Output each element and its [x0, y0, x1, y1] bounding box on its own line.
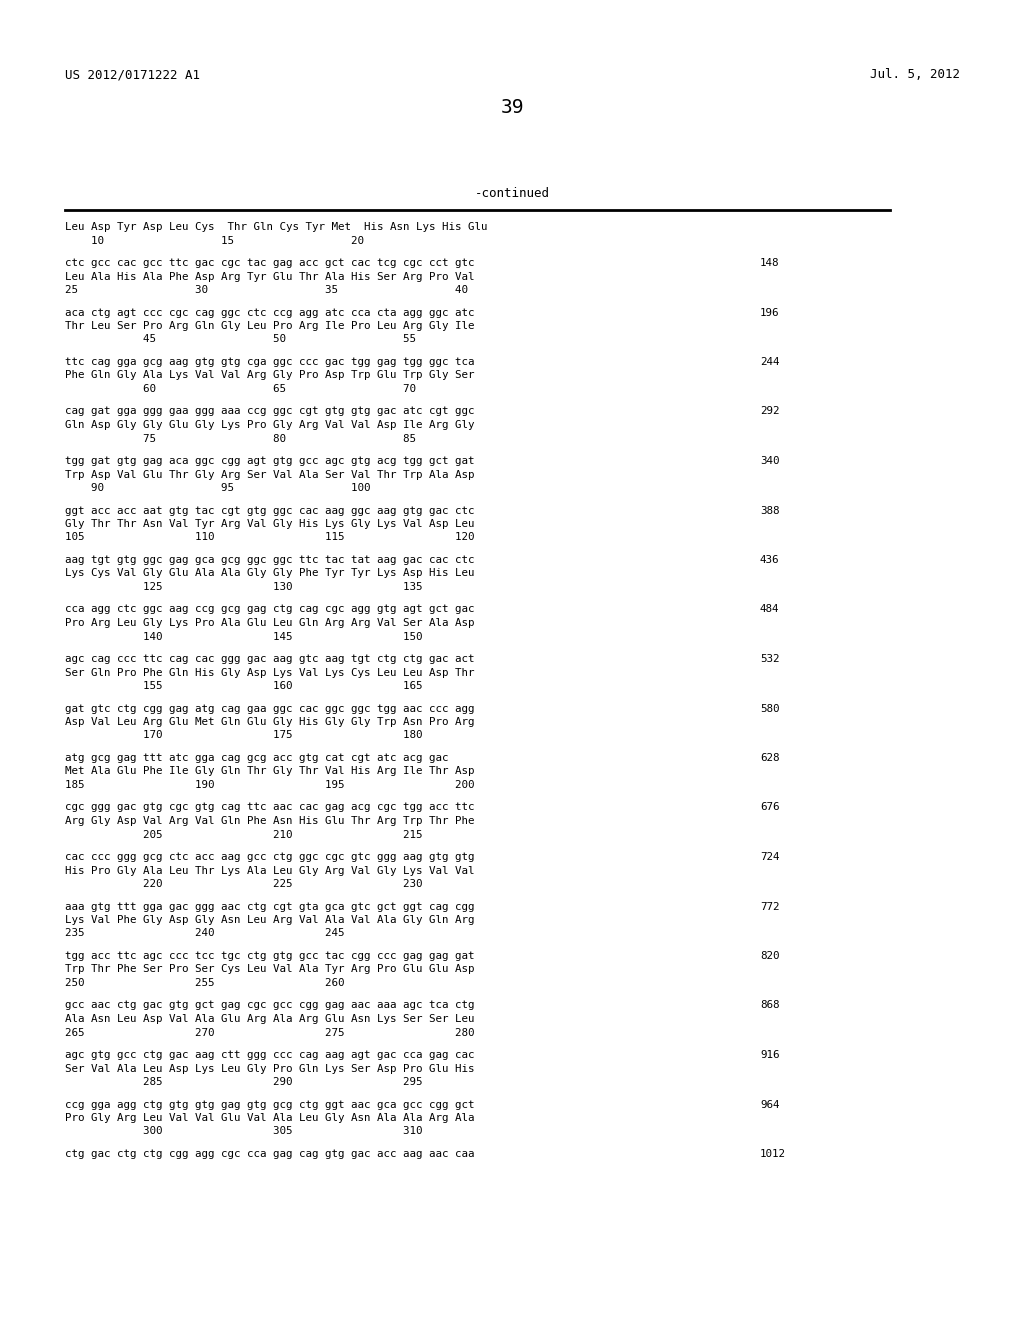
Text: ctc gcc cac gcc ttc gac cgc tac gag acc gct cac tcg cgc cct gtc: ctc gcc cac gcc ttc gac cgc tac gag acc … [65, 257, 474, 268]
Text: gat gtc ctg cgg gag atg cag gaa ggc cac ggc ggc tgg aac ccc agg: gat gtc ctg cgg gag atg cag gaa ggc cac … [65, 704, 474, 714]
Text: 125                 130                 135: 125 130 135 [65, 582, 423, 591]
Text: atg gcg gag ttt atc gga cag gcg acc gtg cat cgt atc acg gac: atg gcg gag ttt atc gga cag gcg acc gtg … [65, 752, 449, 763]
Text: Ser Gln Pro Phe Gln His Gly Asp Lys Val Lys Cys Leu Leu Asp Thr: Ser Gln Pro Phe Gln His Gly Asp Lys Val … [65, 668, 474, 677]
Text: 964: 964 [760, 1100, 779, 1110]
Text: His Pro Gly Ala Leu Thr Lys Ala Leu Gly Arg Val Gly Lys Val Val: His Pro Gly Ala Leu Thr Lys Ala Leu Gly … [65, 866, 474, 875]
Text: 820: 820 [760, 950, 779, 961]
Text: aca ctg agt ccc cgc cag ggc ctc ccg agg atc cca cta agg ggc atc: aca ctg agt ccc cgc cag ggc ctc ccg agg … [65, 308, 474, 318]
Text: 45                  50                  55: 45 50 55 [65, 334, 416, 345]
Text: 25                  30                  35                  40: 25 30 35 40 [65, 285, 468, 294]
Text: Jul. 5, 2012: Jul. 5, 2012 [870, 69, 961, 81]
Text: 300                 305                 310: 300 305 310 [65, 1126, 423, 1137]
Text: 235                 240                 245: 235 240 245 [65, 928, 344, 939]
Text: -continued: -continued [474, 187, 550, 201]
Text: 868: 868 [760, 1001, 779, 1011]
Text: ttc cag gga gcg aag gtg gtg cga ggc ccc gac tgg gag tgg ggc tca: ttc cag gga gcg aag gtg gtg cga ggc ccc … [65, 356, 474, 367]
Text: Leu Asp Tyr Asp Leu Cys  Thr Gln Cys Tyr Met  His Asn Lys His Glu: Leu Asp Tyr Asp Leu Cys Thr Gln Cys Tyr … [65, 222, 487, 232]
Text: Pro Gly Arg Leu Val Val Glu Val Ala Leu Gly Asn Ala Ala Arg Ala: Pro Gly Arg Leu Val Val Glu Val Ala Leu … [65, 1113, 474, 1123]
Text: 10                  15                  20: 10 15 20 [65, 235, 364, 246]
Text: Gln Asp Gly Gly Glu Gly Lys Pro Gly Arg Val Val Asp Ile Arg Gly: Gln Asp Gly Gly Glu Gly Lys Pro Gly Arg … [65, 420, 474, 430]
Text: 250                 255                 260: 250 255 260 [65, 978, 344, 987]
Text: 220                 225                 230: 220 225 230 [65, 879, 423, 888]
Text: Phe Gln Gly Ala Lys Val Val Arg Gly Pro Asp Trp Glu Trp Gly Ser: Phe Gln Gly Ala Lys Val Val Arg Gly Pro … [65, 371, 474, 380]
Text: ccg gga agg ctg gtg gtg gag gtg gcg ctg ggt aac gca gcc cgg gct: ccg gga agg ctg gtg gtg gag gtg gcg ctg … [65, 1100, 474, 1110]
Text: Asp Val Leu Arg Glu Met Gln Glu Gly His Gly Gly Trp Asn Pro Arg: Asp Val Leu Arg Glu Met Gln Glu Gly His … [65, 717, 474, 727]
Text: 75                  80                  85: 75 80 85 [65, 433, 416, 444]
Text: 105                 110                 115                 120: 105 110 115 120 [65, 532, 474, 543]
Text: 580: 580 [760, 704, 779, 714]
Text: gcc aac ctg gac gtg gct gag cgc gcc cgg gag aac aaa agc tca ctg: gcc aac ctg gac gtg gct gag cgc gcc cgg … [65, 1001, 474, 1011]
Text: Trp Asp Val Glu Thr Gly Arg Ser Val Ala Ser Val Thr Trp Ala Asp: Trp Asp Val Glu Thr Gly Arg Ser Val Ala … [65, 470, 474, 479]
Text: 60                  65                  70: 60 65 70 [65, 384, 416, 393]
Text: cag gat gga ggg gaa ggg aaa ccg ggc cgt gtg gtg gac atc cgt ggc: cag gat gga ggg gaa ggg aaa ccg ggc cgt … [65, 407, 474, 417]
Text: Met Ala Glu Phe Ile Gly Gln Thr Gly Thr Val His Arg Ile Thr Asp: Met Ala Glu Phe Ile Gly Gln Thr Gly Thr … [65, 767, 474, 776]
Text: 772: 772 [760, 902, 779, 912]
Text: Thr Leu Ser Pro Arg Gln Gly Leu Pro Arg Ile Pro Leu Arg Gly Ile: Thr Leu Ser Pro Arg Gln Gly Leu Pro Arg … [65, 321, 474, 331]
Text: 388: 388 [760, 506, 779, 516]
Text: 148: 148 [760, 257, 779, 268]
Text: 676: 676 [760, 803, 779, 813]
Text: 1012: 1012 [760, 1148, 786, 1159]
Text: 532: 532 [760, 653, 779, 664]
Text: tgg gat gtg gag aca ggc cgg agt gtg gcc agc gtg acg tgg gct gat: tgg gat gtg gag aca ggc cgg agt gtg gcc … [65, 455, 474, 466]
Text: 340: 340 [760, 455, 779, 466]
Text: aaa gtg ttt gga gac ggg aac ctg cgt gta gca gtc gct ggt cag cgg: aaa gtg ttt gga gac ggg aac ctg cgt gta … [65, 902, 474, 912]
Text: 285                 290                 295: 285 290 295 [65, 1077, 423, 1086]
Text: Ser Val Ala Leu Asp Lys Leu Gly Pro Gln Lys Ser Asp Pro Glu His: Ser Val Ala Leu Asp Lys Leu Gly Pro Gln … [65, 1064, 474, 1073]
Text: US 2012/0171222 A1: US 2012/0171222 A1 [65, 69, 200, 81]
Text: 185                 190                 195                 200: 185 190 195 200 [65, 780, 474, 789]
Text: Trp Thr Phe Ser Pro Ser Cys Leu Val Ala Tyr Arg Pro Glu Glu Asp: Trp Thr Phe Ser Pro Ser Cys Leu Val Ala … [65, 965, 474, 974]
Text: cgc ggg gac gtg cgc gtg cag ttc aac cac gag acg cgc tgg acc ttc: cgc ggg gac gtg cgc gtg cag ttc aac cac … [65, 803, 474, 813]
Text: aag tgt gtg ggc gag gca gcg ggc ggc ttc tac tat aag gac cac ctc: aag tgt gtg ggc gag gca gcg ggc ggc ttc … [65, 554, 474, 565]
Text: ctg gac ctg ctg cgg agg cgc cca gag cag gtg gac acc aag aac caa: ctg gac ctg ctg cgg agg cgc cca gag cag … [65, 1148, 474, 1159]
Text: 292: 292 [760, 407, 779, 417]
Text: 39: 39 [501, 98, 523, 117]
Text: 196: 196 [760, 308, 779, 318]
Text: agc cag ccc ttc cag cac ggg gac aag gtc aag tgt ctg ctg gac act: agc cag ccc ttc cag cac ggg gac aag gtc … [65, 653, 474, 664]
Text: 265                 270                 275                 280: 265 270 275 280 [65, 1027, 474, 1038]
Text: 628: 628 [760, 752, 779, 763]
Text: Lys Val Phe Gly Asp Gly Asn Leu Arg Val Ala Val Ala Gly Gln Arg: Lys Val Phe Gly Asp Gly Asn Leu Arg Val … [65, 915, 474, 925]
Text: 90                  95                  100: 90 95 100 [65, 483, 371, 492]
Text: Pro Arg Leu Gly Lys Pro Ala Glu Leu Gln Arg Arg Val Ser Ala Asp: Pro Arg Leu Gly Lys Pro Ala Glu Leu Gln … [65, 618, 474, 628]
Text: tgg acc ttc agc ccc tcc tgc ctg gtg gcc tac cgg ccc gag gag gat: tgg acc ttc agc ccc tcc tgc ctg gtg gcc … [65, 950, 474, 961]
Text: 724: 724 [760, 851, 779, 862]
Text: Leu Ala His Ala Phe Asp Arg Tyr Glu Thr Ala His Ser Arg Pro Val: Leu Ala His Ala Phe Asp Arg Tyr Glu Thr … [65, 272, 474, 281]
Text: 244: 244 [760, 356, 779, 367]
Text: 205                 210                 215: 205 210 215 [65, 829, 423, 840]
Text: ggt acc acc aat gtg tac cgt gtg ggc cac aag ggc aag gtg gac ctc: ggt acc acc aat gtg tac cgt gtg ggc cac … [65, 506, 474, 516]
Text: 436: 436 [760, 554, 779, 565]
Text: 170                 175                 180: 170 175 180 [65, 730, 423, 741]
Text: agc gtg gcc ctg gac aag ctt ggg ccc cag aag agt gac cca gag cac: agc gtg gcc ctg gac aag ctt ggg ccc cag … [65, 1049, 474, 1060]
Text: 155                 160                 165: 155 160 165 [65, 681, 423, 690]
Text: Gly Thr Thr Asn Val Tyr Arg Val Gly His Lys Gly Lys Val Asp Leu: Gly Thr Thr Asn Val Tyr Arg Val Gly His … [65, 519, 474, 529]
Text: Arg Gly Asp Val Arg Val Gln Phe Asn His Glu Thr Arg Trp Thr Phe: Arg Gly Asp Val Arg Val Gln Phe Asn His … [65, 816, 474, 826]
Text: 916: 916 [760, 1049, 779, 1060]
Text: cac ccc ggg gcg ctc acc aag gcc ctg ggc cgc gtc ggg aag gtg gtg: cac ccc ggg gcg ctc acc aag gcc ctg ggc … [65, 851, 474, 862]
Text: cca agg ctc ggc aag ccg gcg gag ctg cag cgc agg gtg agt gct gac: cca agg ctc ggc aag ccg gcg gag ctg cag … [65, 605, 474, 615]
Text: Lys Cys Val Gly Glu Ala Ala Gly Gly Phe Tyr Tyr Lys Asp His Leu: Lys Cys Val Gly Glu Ala Ala Gly Gly Phe … [65, 569, 474, 578]
Text: Ala Asn Leu Asp Val Ala Glu Arg Ala Arg Glu Asn Lys Ser Ser Leu: Ala Asn Leu Asp Val Ala Glu Arg Ala Arg … [65, 1014, 474, 1024]
Text: 484: 484 [760, 605, 779, 615]
Text: 140                 145                 150: 140 145 150 [65, 631, 423, 642]
